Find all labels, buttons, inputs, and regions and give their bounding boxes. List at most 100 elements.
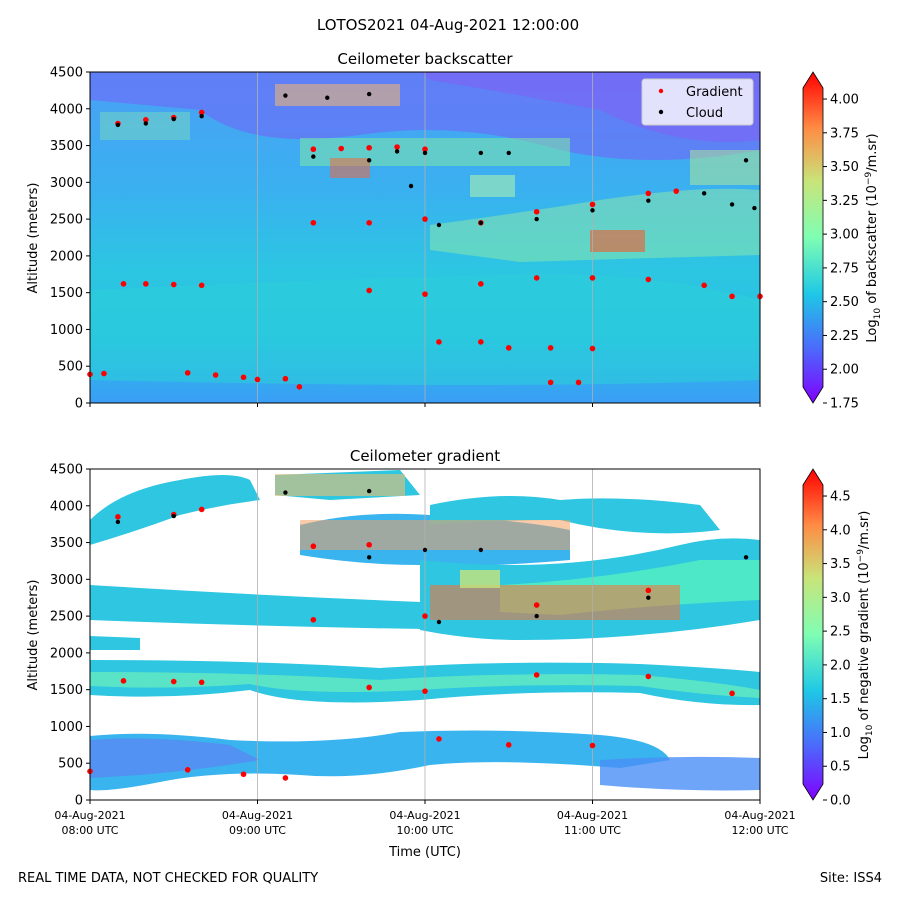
gradient-point [422,216,428,222]
gradient-point [115,514,121,520]
gradient-point [296,384,303,390]
colorbar-tick-label: 1.0 [830,726,851,741]
y-tick-label: 1500 [50,683,83,698]
cloud-point [436,222,442,228]
gradient-point [589,345,596,352]
gradient-point [310,219,317,226]
gradient-point [120,281,127,287]
cloud-point [729,202,735,207]
legend-box [641,78,754,126]
gradient-point [170,281,177,288]
cloud-point [366,555,372,560]
cloud-point [366,158,372,163]
cloud-point [283,93,288,98]
gradient-x-axis: 04-Aug-2021 08:00 UTC 04-Aug-2021 09:00 UTC… [54,800,796,837]
y-tick-label: 2000 [50,646,83,661]
gradient-point [310,616,317,623]
quality-disclaimer: REAL TIME DATA, NOT CHECKED FOR QUALITY [18,871,318,886]
gradient-point [505,345,512,351]
x-tick-label-date: 04-Aug-2021 [389,809,460,822]
cloud-point [366,488,372,494]
site-label: Site: ISS4 [820,871,882,886]
gradient-xlabel: Time (UTC) [388,845,461,860]
y-tick-label: 4500 [50,66,83,81]
figure-title: LOTOS2021 04-Aug-2021 12:00:00 [317,16,579,34]
cloud-point [422,150,428,156]
gradient-point [533,208,540,215]
cloud-point [199,113,204,119]
gradient-point [533,672,540,678]
cloud-point [283,490,288,495]
legend-gradient-marker [658,88,664,94]
gradient-point [729,293,735,300]
cloud-point [478,547,484,553]
colorbar-tick-label: 2.25 [830,329,859,344]
colorbar-tick-label: 3.5 [830,557,851,572]
cloud-point [171,513,176,519]
gradient-point [366,144,372,151]
colorbar-tick-label: 1.75 [830,397,859,412]
gradient-point [282,775,289,781]
cloud-point [534,216,539,222]
gradient-point [101,370,107,377]
gradient-point [240,771,247,778]
colorbar-tick-label: 4.0 [830,523,851,538]
y-tick-label: 1000 [50,323,83,338]
gradient-point [143,281,149,287]
cloud-point [436,619,442,625]
gradient-point [673,188,680,194]
colorbar-tick-label: 2.00 [830,363,859,378]
y-tick-label: 1500 [50,286,83,301]
colorbar-tick-label: 2.0 [830,658,851,673]
gradient-point [547,345,554,351]
y-tick-label: 500 [58,360,83,375]
cloud-point [478,150,484,156]
gradient-point [533,275,540,281]
cloud-point [752,205,757,211]
gradient-markers [87,488,749,781]
backscatter-colorbar-ticks: 1.75 2.00 2.25 2.50 2.75 3.00 3.25 3.50 3.75 4.00 [823,93,859,412]
legend-gradient-label: Gradient [686,85,743,100]
y-tick-label: 0 [75,794,83,809]
legend-cloud-marker [658,109,664,115]
colorbar-tick-label: 2.75 [830,261,859,276]
gradient-point [589,201,596,208]
gradient-point [505,742,512,748]
y-tick-label: 3500 [50,536,83,551]
cloud-point [743,555,749,560]
x-tick-label-date: 04-Aug-2021 [557,809,628,822]
colorbar-tick-label: 4.00 [830,93,859,108]
cloud-point [534,613,539,619]
gradient-point [212,372,219,378]
x-tick-label-date: 04-Aug-2021 [54,809,125,822]
cloud-point [646,595,651,600]
gradient-point [422,688,428,694]
y-tick-label: 3500 [50,139,83,154]
colorbar-tick-label: 3.00 [830,228,859,243]
x-tick-label-time: 10:00 UTC [396,824,453,837]
gradient-point [310,146,317,153]
gradient-point [198,282,205,289]
gradient-point [143,117,149,123]
colorbar-tick-label: 3.75 [830,126,859,141]
gradient-point [701,282,707,289]
cloud-point [743,158,749,163]
cloud-point [394,149,400,154]
backscatter-y-axis: 0 500 1000 1500 2000 2500 3000 3500 4000 4500 [50,66,90,412]
x-tick-label-time: 08:00 UTC [61,824,118,837]
gradient-point [366,287,372,294]
gradient-ylabel: Altitude (meters) [26,580,41,691]
colorbar-tick-label: 0.0 [830,794,851,809]
y-tick-label: 4500 [50,463,83,478]
gradient-point [645,276,652,283]
cloud-point [408,183,414,189]
gradient-point [589,742,596,749]
x-tick-label-time: 09:00 UTC [229,824,286,837]
cloud-point [478,220,484,225]
gradient-point [422,613,428,619]
gradient-point [645,673,652,680]
y-tick-label: 1000 [50,720,83,735]
gradient-point [547,379,554,386]
cloud-point [311,154,316,159]
gradient-point [422,291,428,297]
